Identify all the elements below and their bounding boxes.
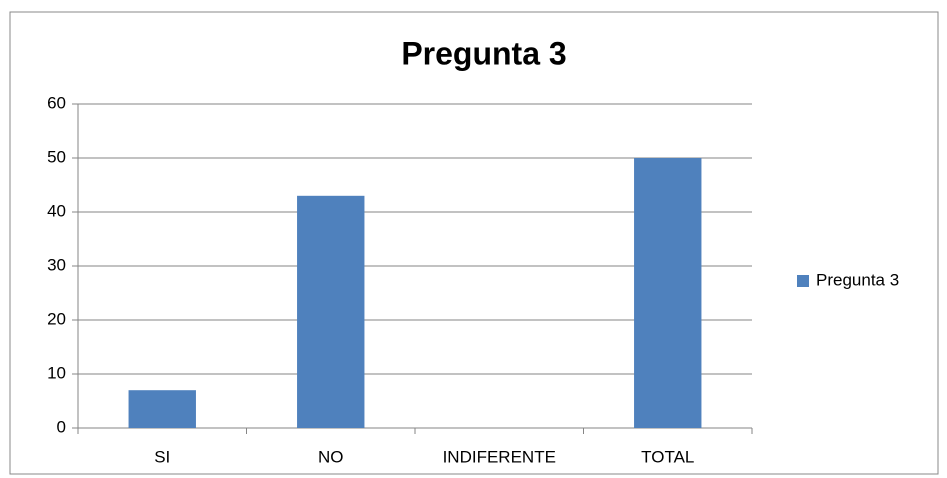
x-tick-label: TOTAL: [641, 447, 694, 466]
y-tick-label: 30: [47, 255, 66, 274]
y-tick-label: 20: [47, 309, 66, 328]
bar: [634, 158, 702, 428]
y-tick-label: 50: [47, 147, 66, 166]
y-tick-label: 40: [47, 201, 66, 220]
bar: [128, 390, 196, 428]
y-tick-label: 0: [57, 417, 66, 436]
y-tick-label: 10: [47, 363, 66, 382]
y-tick-label: 60: [47, 93, 66, 112]
legend-swatch: [797, 275, 809, 287]
x-tick-label: SI: [154, 447, 170, 466]
x-tick-label: NO: [318, 447, 344, 466]
x-tick-label: INDIFERENTE: [443, 447, 556, 466]
legend-label: Pregunta 3: [816, 270, 899, 289]
bar: [297, 195, 365, 428]
chart-title: Pregunta 3: [401, 35, 566, 71]
